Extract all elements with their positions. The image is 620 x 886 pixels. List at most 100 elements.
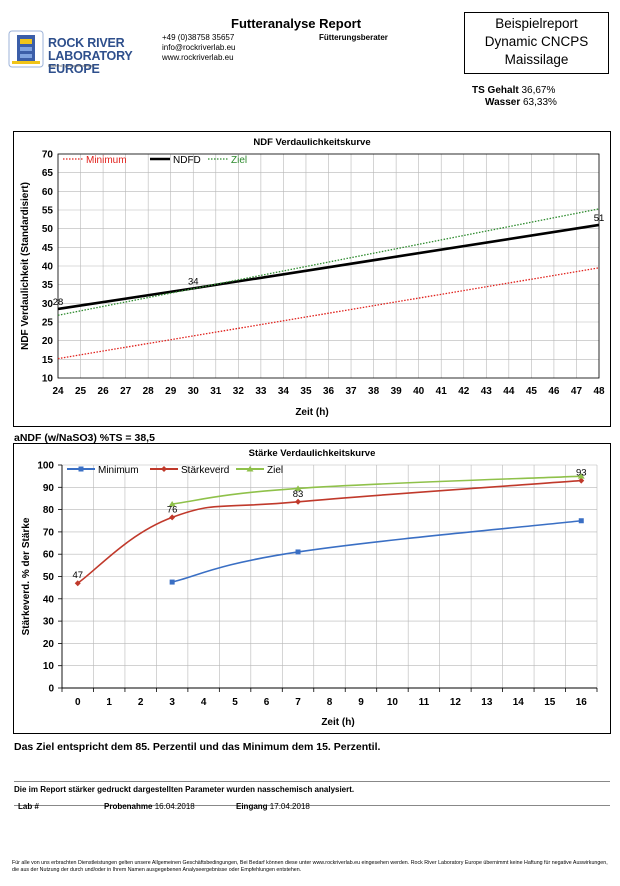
- data-label: 28: [53, 297, 64, 308]
- x-tick-label: 0: [75, 697, 81, 708]
- y-tick-label: 80: [43, 505, 55, 516]
- y-tick-label: 10: [42, 374, 54, 385]
- legend-label: Ziel: [267, 465, 283, 476]
- y-tick-label: 50: [42, 224, 54, 235]
- ts-label: TS Gehalt: [472, 85, 519, 96]
- series-line-ndfd: [57, 223, 600, 311]
- series-marker: [295, 498, 302, 505]
- sample-date-value: 16.04.2018: [154, 802, 195, 811]
- y-tick-label: 40: [42, 262, 54, 273]
- y-tick-label: 70: [43, 527, 55, 538]
- advisor-label: Fütterungsberater: [319, 33, 388, 42]
- x-tick-label: 31: [210, 386, 222, 397]
- y-tick-label: 10: [43, 661, 55, 672]
- series-marker: [169, 579, 175, 585]
- data-label: 76: [167, 504, 178, 515]
- logo-line-1: ROCK RIVER: [48, 36, 125, 50]
- logo-emblem-icon: [8, 30, 44, 68]
- legend-label: Ziel: [231, 155, 247, 166]
- x-tick-label: 37: [345, 386, 357, 397]
- lab-number-label: Lab #: [18, 802, 39, 811]
- y-tick-label: 0: [48, 684, 54, 695]
- x-tick-label: 46: [548, 386, 560, 397]
- x-tick-label: 32: [233, 386, 245, 397]
- series-marker: [74, 580, 81, 587]
- report-title: Futteranalyse Report: [231, 16, 362, 31]
- x-tick-label: 13: [481, 697, 493, 708]
- sample-date-field: Probenahme 16.04.2018: [104, 802, 195, 811]
- series-marker: [577, 473, 585, 479]
- x-tick-label: 5: [232, 697, 238, 708]
- water-value: 63,33%: [523, 97, 557, 108]
- data-label: 34: [188, 276, 199, 287]
- y-tick-label: 65: [42, 168, 54, 179]
- starch-chart-panel: Stärke Verdaulichkeitskurve 0 10 20 30 40 50 60…: [13, 443, 611, 734]
- series-line-ziel: [57, 208, 600, 316]
- x-tick-label: 1: [106, 697, 112, 708]
- receipt-date-label: Eingang: [236, 802, 268, 811]
- y-tick-label: 60: [43, 550, 55, 561]
- data-label: 83: [293, 489, 304, 500]
- x-tick-label: 3: [169, 697, 175, 708]
- footer-divider-top: [14, 781, 610, 782]
- x-tick-label: 12: [450, 697, 462, 708]
- x-axis-label: Zeit (h): [321, 717, 354, 728]
- data-label: 47: [72, 570, 83, 581]
- x-tick-label: 47: [571, 386, 583, 397]
- x-tick-label: 7: [295, 697, 301, 708]
- x-tick-label: 10: [387, 697, 399, 708]
- ndf-chart-panel: NDF Verdaulichkeitskurve 10 15 20 25 30 35 40 45…: [13, 131, 611, 427]
- x-tick-label: 29: [165, 386, 177, 397]
- x-tick-label: 38: [368, 386, 380, 397]
- y-tick-label: 35: [42, 280, 54, 291]
- x-tick-label: 16: [576, 697, 588, 708]
- y-tick-label: 15: [42, 355, 54, 366]
- x-tick-label: 15: [544, 697, 556, 708]
- series-marker: [294, 485, 302, 491]
- report-box-line-2: Dynamic CNCPS: [484, 34, 589, 49]
- receipt-date-field: Eingang 17.04.2018: [236, 802, 310, 811]
- starch-chart: Stärke Verdaulichkeitskurve0102030405060…: [21, 448, 598, 728]
- y-tick-label: 45: [42, 243, 54, 254]
- ts-value: 36,67%: [521, 85, 556, 96]
- series-line-ziel: [172, 475, 582, 505]
- y-tick-label: 55: [42, 206, 54, 217]
- x-tick-label: 4: [201, 697, 207, 708]
- ndf-chart: NDF Verdaulichkeitskurve 10 15 20 25 30 35 40 45…: [20, 137, 605, 418]
- series-marker: [578, 518, 584, 524]
- dry-matter-block: TS Gehalt 36,67% Wasser 63,33%: [472, 85, 557, 109]
- data-label: 51: [594, 213, 605, 224]
- x-tick-label: 40: [413, 386, 425, 397]
- plot-frame: [57, 153, 600, 379]
- series-line-stärkeverd: [77, 479, 582, 584]
- x-axis-label: Zeit (h): [295, 407, 328, 418]
- series-marker: [578, 477, 585, 484]
- water-label: Wasser: [485, 97, 521, 108]
- y-tick-label: 70: [42, 150, 54, 161]
- legend-marker: [78, 466, 84, 472]
- x-tick-label: 8: [327, 697, 333, 708]
- footer-divider-bottom: [14, 805, 610, 806]
- x-tick-label: 39: [391, 386, 403, 397]
- y-tick-label: 50: [43, 572, 55, 583]
- legal-disclaimer: Für alle von uns erbrachten Dienstleistu…: [12, 860, 608, 873]
- y-tick-label: 90: [43, 483, 55, 494]
- x-tick-label: 44: [503, 386, 515, 397]
- y-tick-label: 100: [37, 461, 54, 472]
- x-tick-label: 41: [436, 386, 448, 397]
- contact-email: info@rockriverlab.eu: [162, 43, 236, 52]
- legend-label: Minimum: [98, 465, 139, 476]
- y-axis-label: Stärkeverd. % der Stärke: [21, 517, 32, 635]
- y-tick-label: 30: [43, 617, 55, 628]
- x-tick-label: 11: [419, 697, 430, 708]
- sample-date-label: Probenahme: [104, 802, 153, 811]
- chemical-note: Die im Report stärker gedruckt dargestel…: [14, 785, 355, 794]
- report-box-line-3: Maissilage: [504, 52, 569, 67]
- y-tick-label: 60: [42, 187, 54, 198]
- legend-marker: [161, 466, 167, 472]
- series-marker: [168, 501, 176, 507]
- x-tick-label: 36: [323, 386, 335, 397]
- legend-label: Minimum: [86, 155, 127, 166]
- report-box-line-1: Beispielreport: [495, 16, 578, 31]
- contact-website: www.rockriverlab.eu: [162, 53, 234, 62]
